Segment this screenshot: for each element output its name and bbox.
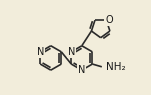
Text: N: N xyxy=(37,47,44,57)
Text: N: N xyxy=(68,47,75,57)
Text: NH₂: NH₂ xyxy=(106,62,125,72)
Text: O: O xyxy=(105,15,113,25)
Text: N: N xyxy=(78,65,85,75)
